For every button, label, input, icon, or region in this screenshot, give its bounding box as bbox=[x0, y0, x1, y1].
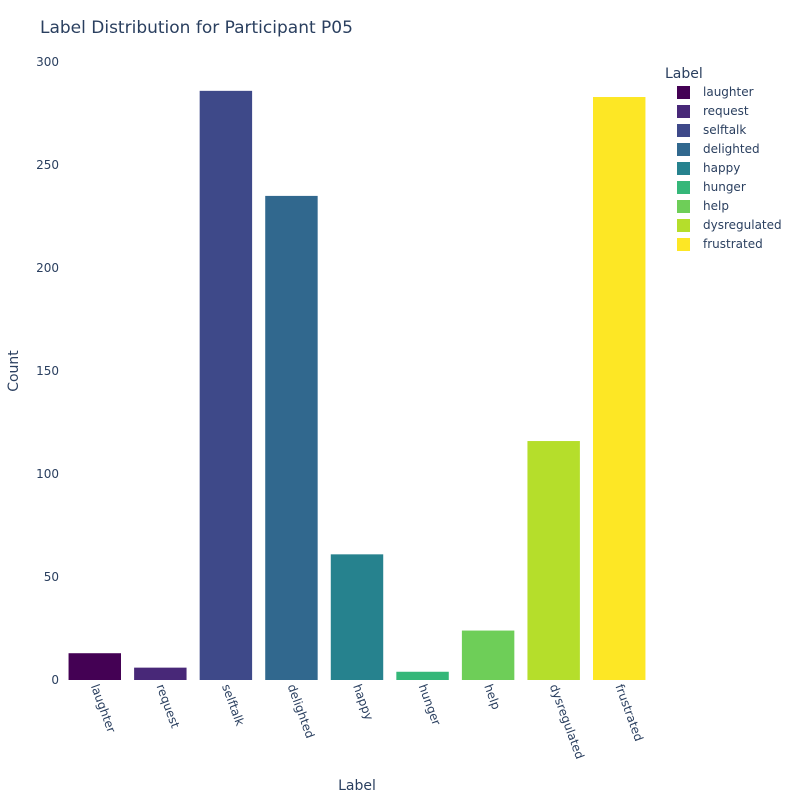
legend-swatch[interactable] bbox=[677, 219, 690, 232]
y-tick-label: 250 bbox=[36, 158, 59, 172]
legend-swatch[interactable] bbox=[677, 86, 690, 99]
x-tick-label: happy bbox=[350, 682, 376, 722]
y-tick-label: 100 bbox=[36, 467, 59, 481]
y-axis: 0 50 100 150 200 250 300 bbox=[36, 55, 59, 687]
bar-help bbox=[461, 630, 515, 680]
legend-label[interactable]: happy bbox=[703, 161, 740, 175]
x-tick-label: selftalk bbox=[219, 682, 247, 728]
y-tick-label: 150 bbox=[36, 364, 59, 378]
legend-label[interactable]: frustrated bbox=[703, 237, 763, 251]
legend-swatch[interactable] bbox=[677, 200, 690, 213]
plot-area bbox=[68, 90, 646, 681]
legend-swatch[interactable] bbox=[677, 238, 690, 251]
y-tick-label: 300 bbox=[36, 55, 59, 69]
x-axis: laughter request selftalk delighted happy hun… bbox=[88, 682, 646, 761]
y-axis-title: Count bbox=[6, 350, 22, 392]
legend-label[interactable]: delighted bbox=[703, 142, 760, 156]
bar-laughter bbox=[68, 653, 121, 680]
y-tick-label: 50 bbox=[44, 570, 59, 584]
legend-label[interactable]: selftalk bbox=[703, 123, 746, 137]
chart-title: Label Distribution for Participant P05 bbox=[40, 18, 353, 38]
bar-hunger bbox=[396, 671, 449, 680]
legend-title: Label bbox=[665, 66, 703, 82]
x-tick-label: help bbox=[481, 682, 503, 711]
x-tick-label: frustrated bbox=[612, 682, 646, 743]
x-tick-label: delighted bbox=[285, 682, 318, 740]
x-tick-label: dysregulated bbox=[547, 682, 587, 761]
legend-swatch[interactable] bbox=[677, 105, 690, 118]
y-tick-label: 200 bbox=[36, 261, 59, 275]
x-tick-label: request bbox=[154, 682, 183, 730]
legend-label[interactable]: dysregulated bbox=[703, 218, 782, 232]
legend-label[interactable]: request bbox=[703, 104, 749, 118]
legend-swatch[interactable] bbox=[677, 181, 690, 194]
legend-label[interactable]: hunger bbox=[703, 180, 746, 194]
bar-selftalk bbox=[199, 90, 253, 681]
x-tick-label: laughter bbox=[88, 682, 118, 734]
bar-delighted bbox=[265, 195, 318, 680]
bar-happy bbox=[330, 554, 384, 680]
legend-label[interactable]: help bbox=[703, 199, 729, 213]
bar-dysregulated bbox=[527, 441, 580, 680]
legend: Label laughter request selftalk delighted ha… bbox=[665, 66, 782, 251]
y-tick-label: 0 bbox=[51, 673, 59, 687]
legend-swatch[interactable] bbox=[677, 162, 690, 175]
legend-swatch[interactable] bbox=[677, 143, 690, 156]
legend-label[interactable]: laughter bbox=[703, 85, 754, 99]
x-axis-title: Label bbox=[338, 778, 376, 794]
bar-request bbox=[134, 667, 187, 680]
bar-frustrated bbox=[593, 97, 646, 680]
legend-swatch[interactable] bbox=[677, 124, 690, 137]
x-tick-label: hunger bbox=[416, 682, 444, 727]
